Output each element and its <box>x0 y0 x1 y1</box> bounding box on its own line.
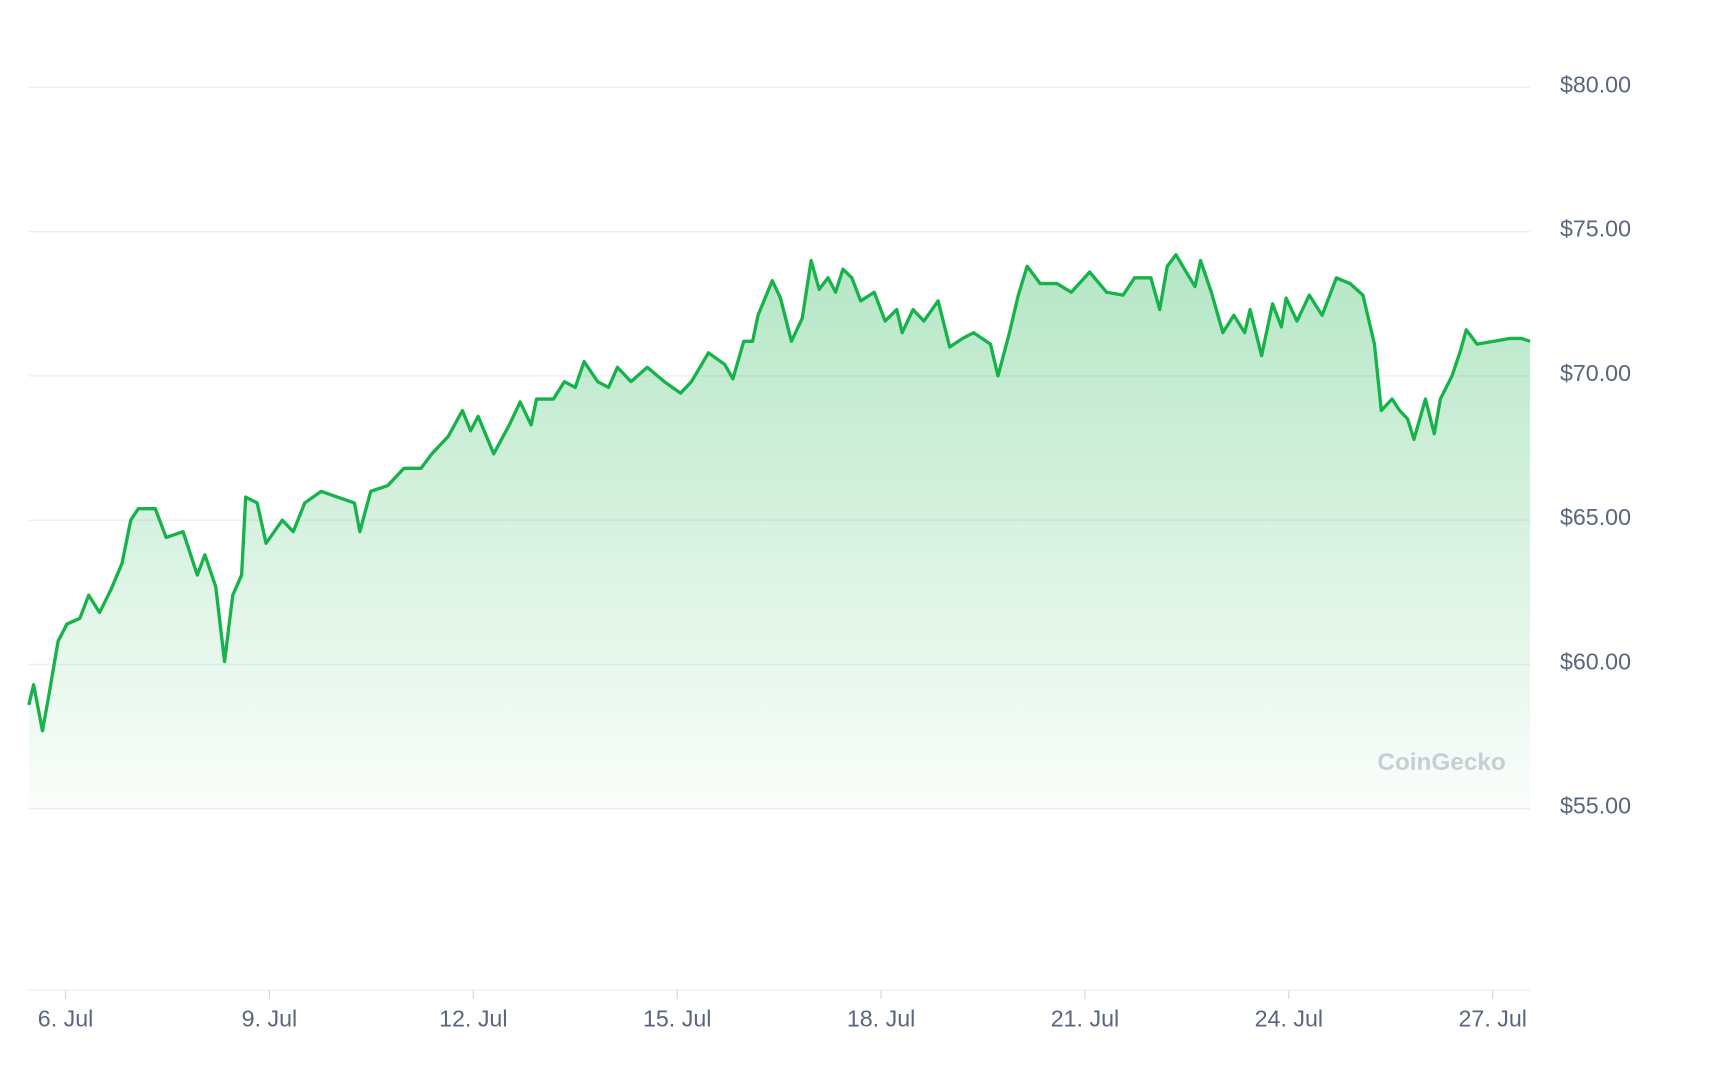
x-tick-label: 12. Jul <box>439 1006 507 1032</box>
y-tick-label: $75.00 <box>1560 216 1631 242</box>
y-tick-label: $60.00 <box>1560 648 1631 674</box>
y-tick-label: $55.00 <box>1560 793 1631 819</box>
y-tick-label: $80.00 <box>1560 71 1631 97</box>
x-tick-label: 21. Jul <box>1051 1006 1119 1032</box>
x-tick-label: 24. Jul <box>1255 1006 1323 1032</box>
watermark: CoinGecko <box>1377 749 1505 776</box>
price-line <box>27 253 1531 733</box>
x-tick-label: 9. Jul <box>242 1006 297 1032</box>
x-tick-label: 15. Jul <box>643 1006 711 1032</box>
axes: $55.00 $60.00 $65.00 $70.00 $75.00 $80.00 6. J… <box>28 71 1631 1032</box>
price-area <box>28 254 1531 809</box>
y-tick-label: $65.00 <box>1560 504 1631 530</box>
x-tick-label: 18. Jul <box>847 1006 915 1032</box>
y-tick-label: $70.00 <box>1560 360 1631 386</box>
plot <box>27 253 1531 809</box>
x-tick-label: 27. Jul <box>1459 1006 1527 1032</box>
x-tick-label: 6. Jul <box>38 1006 93 1032</box>
